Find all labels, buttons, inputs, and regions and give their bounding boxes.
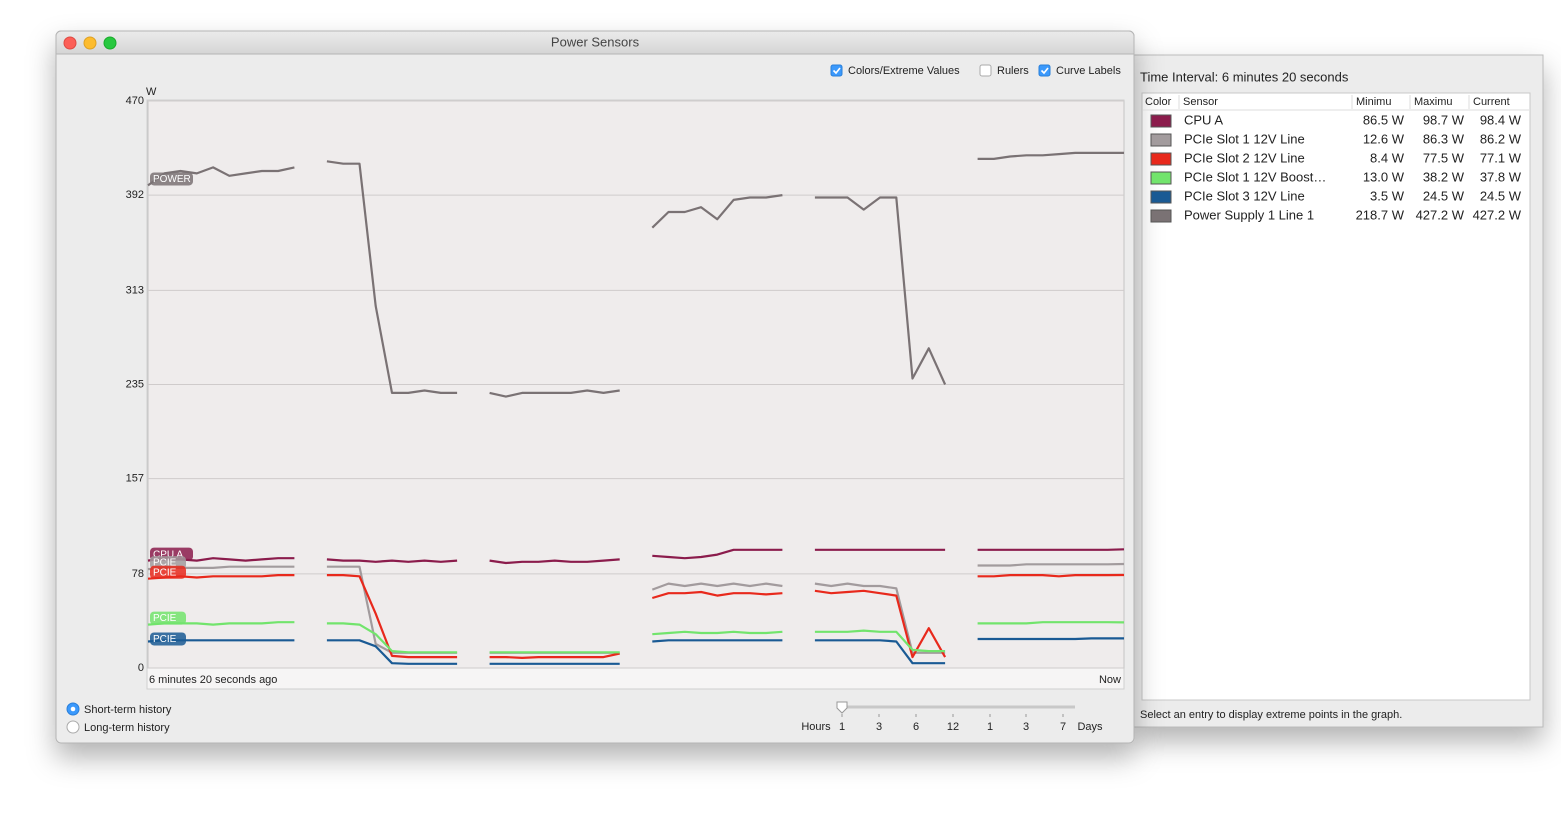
column-header: Sensor <box>1183 96 1218 108</box>
minimum: 3.5 W <box>1370 188 1405 203</box>
column-header: Color <box>1145 96 1172 108</box>
checkbox-label: Colors/Extreme Values <box>848 65 960 77</box>
checkbox[interactable] <box>830 64 843 77</box>
title-bar <box>55 30 1135 55</box>
current: 86.2 W <box>1480 131 1522 146</box>
sensor-name: PCIe Slot 2 12V Line <box>1184 150 1305 165</box>
current: 98.4 W <box>1480 112 1522 127</box>
curve-label: POWER <box>153 174 191 185</box>
y-tick-label: 78 <box>132 568 144 580</box>
checkbox-label: Curve Labels <box>1056 65 1121 77</box>
x-tick-label: Now <box>1099 674 1121 686</box>
sensor-name: CPU A <box>1184 112 1223 127</box>
sensor-name: PCIe Slot 1 12V Boost… <box>1184 169 1326 184</box>
color-swatch[interactable] <box>1150 133 1172 147</box>
column-header: Current <box>1473 96 1510 108</box>
checkmark <box>1040 67 1049 75</box>
column-header: Minimu <box>1356 96 1391 108</box>
minimum: 218.7 W <box>1356 207 1405 222</box>
chart: W 0 78 157 235 313 392 470 6 minutes 20 seconds … <box>126 86 1125 686</box>
series-line <box>147 621 1125 654</box>
minimum: 13.0 W <box>1363 169 1405 184</box>
range-label: 1 <box>839 721 845 733</box>
y-tick-label: 0 <box>138 662 144 674</box>
current: 24.5 W <box>1480 188 1522 203</box>
slider-knob[interactable] <box>836 701 848 714</box>
curve-label: PCIE <box>153 567 177 578</box>
series-line <box>147 637 1124 665</box>
color-swatch[interactable] <box>1150 209 1172 223</box>
range-label: 3 <box>876 721 882 733</box>
radio-label: Long-term history <box>84 722 170 734</box>
range-label: 6 <box>913 721 919 733</box>
current: 37.8 W <box>1480 169 1522 184</box>
series-line <box>147 151 1124 398</box>
y-tick-label: 313 <box>126 284 144 296</box>
color-swatch[interactable] <box>1150 190 1172 204</box>
curve-label-box <box>150 632 186 646</box>
range-label: 7 <box>1060 721 1066 733</box>
current: 77.1 W <box>1480 150 1522 165</box>
maximum: 24.5 W <box>1423 188 1465 203</box>
minimize-button[interactable] <box>83 36 97 50</box>
close-button[interactable] <box>63 36 77 50</box>
minimum: 8.4 W <box>1370 150 1405 165</box>
panel-title: Time Interval: 6 minutes 20 seconds <box>1140 69 1349 84</box>
curve-label-box <box>150 172 193 186</box>
sensor-name: Power Supply 1 Line 1 <box>1184 207 1314 222</box>
curve-label-box <box>150 611 186 625</box>
radio-dot <box>70 706 76 712</box>
maximum: 427.2 W <box>1416 207 1465 222</box>
checkbox-label: Rulers <box>997 65 1029 77</box>
color-swatch[interactable] <box>1150 171 1172 185</box>
y-tick-label: 392 <box>126 189 144 201</box>
checkmark <box>832 67 841 75</box>
minimum: 12.6 W <box>1363 131 1405 146</box>
sensor-name: PCIe Slot 3 12V Line <box>1184 188 1305 203</box>
curve-label: PCIE <box>153 558 177 569</box>
curve-label: CPU A <box>153 549 183 560</box>
y-tick-label: 235 <box>126 378 144 390</box>
minimum: 86.5 W <box>1363 112 1405 127</box>
curve-label-box <box>150 565 186 579</box>
y-axis-unit: W <box>146 86 157 98</box>
sensor-name: PCIe Slot 1 12V Line <box>1184 131 1305 146</box>
current: 427.2 W <box>1473 207 1522 222</box>
series-line <box>147 573 1125 659</box>
checkbox[interactable] <box>1038 64 1051 77</box>
maximum: 86.3 W <box>1423 131 1465 146</box>
curve-label: PCIE <box>153 613 177 624</box>
column-header: Maximu <box>1414 96 1453 108</box>
x-tick-label: 6 minutes 20 seconds ago <box>149 674 277 686</box>
range-label: 12 <box>947 721 959 733</box>
series-line <box>147 548 1125 565</box>
color-swatch[interactable] <box>1150 152 1172 166</box>
range-label: 3 <box>1023 721 1029 733</box>
maximum: 38.2 W <box>1423 169 1465 184</box>
radio[interactable] <box>66 720 80 734</box>
y-tick-label: 157 <box>126 473 144 485</box>
checkbox[interactable] <box>979 64 992 77</box>
maximum: 98.7 W <box>1423 112 1465 127</box>
y-tick-label: 470 <box>126 95 144 107</box>
radio-label: Short-term history <box>84 704 172 716</box>
maximum: 77.5 W <box>1423 150 1465 165</box>
panel-footer: Select an entry to display extreme point… <box>1140 709 1402 721</box>
range-label: Days <box>1077 721 1103 733</box>
range-label: 1 <box>987 721 993 733</box>
sensor-table <box>1141 92 1531 701</box>
curve-label: PCIE <box>153 634 177 645</box>
range-label: Hours <box>801 721 831 733</box>
window-title: Power Sensors <box>551 34 640 49</box>
zoom-button[interactable] <box>103 36 117 50</box>
color-swatch[interactable] <box>1150 114 1172 128</box>
